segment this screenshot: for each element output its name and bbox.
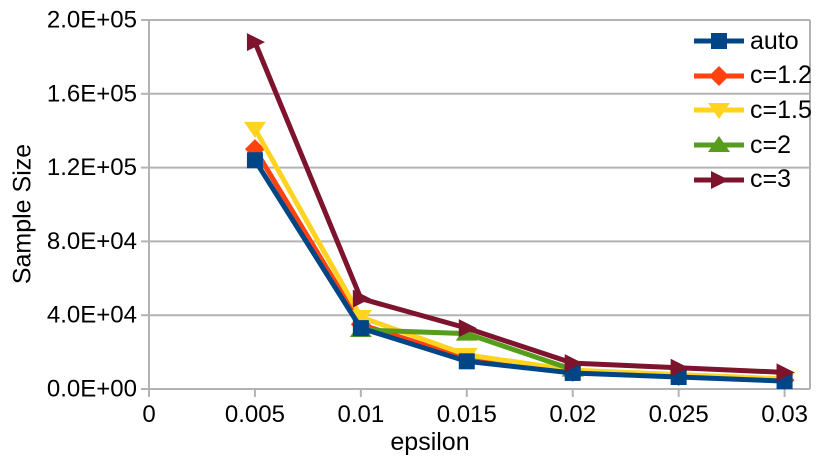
y-tick-label: 0.0E+00 [47, 376, 137, 403]
x-tick-label: 0.01 [337, 401, 384, 428]
y-axis-title: Sample Size [8, 143, 37, 285]
y-tick-label: 1.6E+05 [47, 80, 137, 107]
legend: auto c=1.2 c=1.5 c=2 c=3 [694, 24, 812, 197]
legend-marker-c3-icon [694, 170, 744, 189]
series-marker-c=3 [352, 289, 371, 308]
legend-marker [708, 103, 730, 120]
x-tick-label: 0.015 [437, 401, 497, 428]
series-marker-c=3 [458, 319, 477, 338]
x-tick-label: 0.005 [225, 401, 285, 428]
x-tick-label: 0.02 [549, 401, 596, 428]
legend-item-c1-5: c=1.5 [694, 93, 812, 128]
series-marker-c=3 [670, 358, 689, 377]
series-marker-c=3 [246, 33, 265, 52]
series-marker-c=1.5 [349, 310, 372, 327]
x-tick-label: 0.03 [761, 401, 808, 428]
series-marker-c=3 [776, 363, 795, 382]
legend-item-c3: c=3 [694, 162, 812, 197]
series-marker-auto [352, 320, 369, 337]
y-tick-label: 2.0E+05 [47, 7, 137, 34]
legend-marker [708, 136, 730, 153]
legend-marker [711, 170, 729, 189]
y-tick-label: 8.0E+04 [47, 228, 137, 255]
x-tick-label: 0 [142, 401, 155, 428]
legend-marker [709, 65, 729, 86]
y-tick-label: 4.0E+04 [47, 302, 137, 329]
legend-label: c=2 [750, 130, 792, 159]
series-marker-c=3 [564, 354, 583, 373]
legend-label: auto [750, 26, 799, 55]
legend-marker-auto-icon [694, 33, 744, 50]
series-line-auto [252, 158, 785, 384]
legend-marker-c1-5-icon [694, 103, 744, 120]
series-marker-c=1.5 [243, 121, 266, 138]
x-axis-title: epsilon [390, 428, 470, 456]
series-marker-auto [458, 353, 475, 370]
legend-label: c=1.5 [750, 95, 812, 124]
legend-item-auto: auto [694, 24, 812, 59]
x-tick-label: 0.025 [649, 401, 709, 428]
legend-item-c2: c=2 [694, 128, 812, 163]
legend-label: c=1.2 [750, 61, 812, 90]
legend-label: c=3 [750, 165, 792, 194]
legend-marker-c2-icon [694, 136, 744, 153]
y-tick-label: 1.2E+05 [47, 154, 137, 181]
series-marker-auto [246, 152, 263, 169]
legend-item-c1-2: c=1.2 [694, 59, 812, 94]
legend-marker [711, 33, 727, 50]
series-line-c=3 [252, 41, 785, 375]
legend-marker-c1-2-icon [694, 65, 744, 86]
